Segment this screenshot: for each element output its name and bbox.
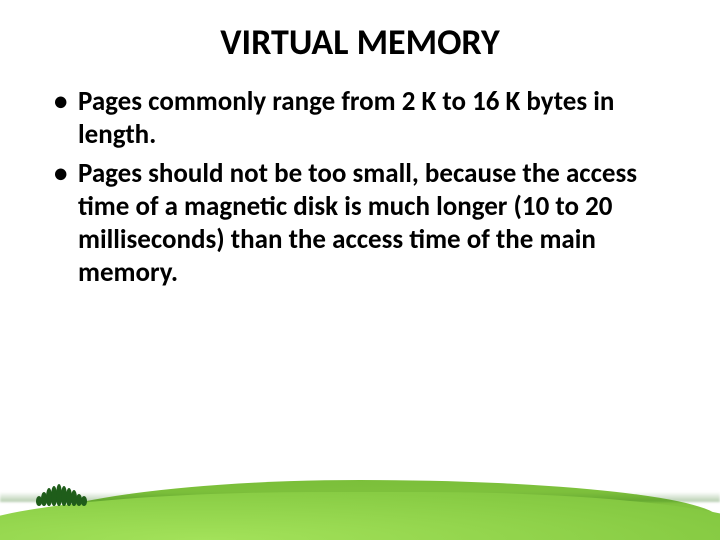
tree-cluster [36,484,86,506]
bullet-item: Pages should not be too small, because t… [50,158,680,290]
slide-content: Pages commonly range from 2 K to 16 K by… [40,86,680,290]
slide-title: VIRTUAL MEMORY [40,20,680,64]
bullet-item: Pages commonly range from 2 K to 16 K by… [50,86,680,152]
landscape-decoration [0,460,720,540]
slide: VIRTUAL MEMORY Pages commonly range from… [0,0,720,540]
tree-icon [81,496,87,506]
bullet-list: Pages commonly range from 2 K to 16 K by… [50,86,680,290]
